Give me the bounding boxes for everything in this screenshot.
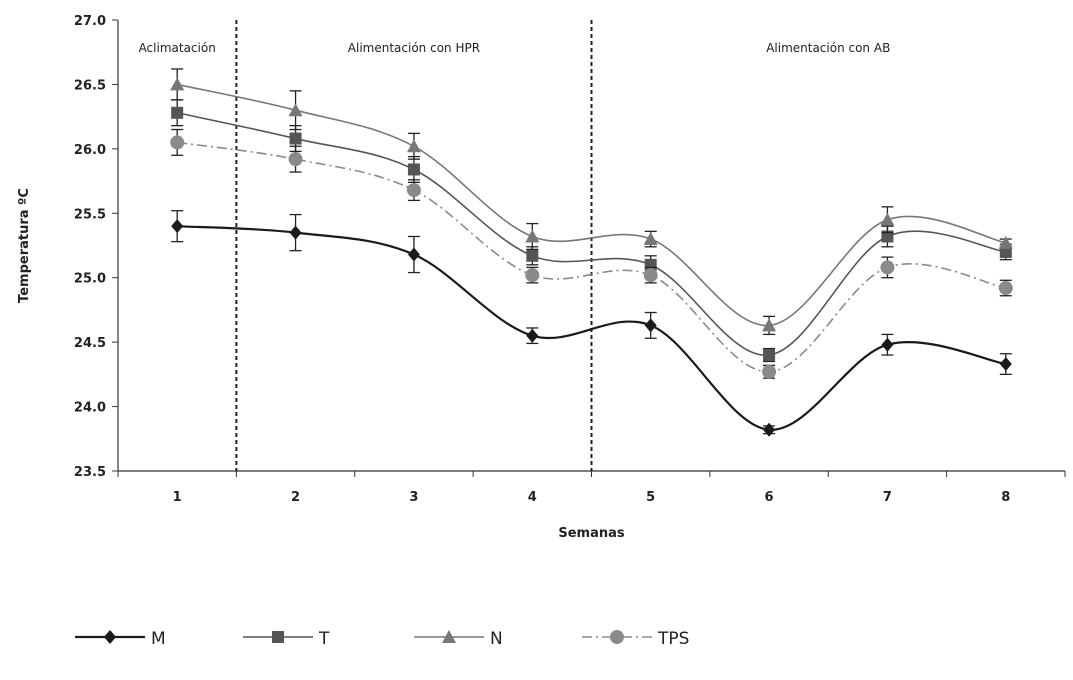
x-axis-title: Semanas [558,526,625,541]
legend-label: T [318,629,330,649]
data-point-t [526,249,539,262]
data-point-m [999,357,1012,372]
y-tick-label: 26.0 [74,143,106,158]
data-point-tps [525,268,540,283]
series-line-t [177,111,1006,356]
legend-marker [610,630,624,644]
region-label: Alimentación con AB [766,41,890,55]
data-point-n [170,77,185,91]
x-tick-label: 3 [409,490,418,505]
data-point-n [643,232,658,246]
y-tick-label: 24.5 [74,336,106,351]
series-n [170,68,1013,336]
data-point-n [998,235,1013,249]
data-point-n [288,103,303,117]
legend-item-n: N [414,629,503,649]
data-point-n [880,212,895,226]
x-tick-label: 2 [291,490,300,505]
y-tick-label: 26.5 [74,78,106,93]
legend-item-tps: TPS [582,629,689,649]
region-labels: Aclimatación Alimentación con HPR Alimenta… [139,20,890,471]
series-line-tps [177,141,1006,373]
x-tick-label: 7 [883,490,892,505]
y-tick-label: 27.0 [74,14,106,29]
data-point-n [762,318,777,332]
data-point-tps [288,152,303,167]
data-point-m [763,422,776,437]
data-point-m [171,219,184,234]
legend-label: N [490,629,503,649]
x-tick-label: 4 [528,490,537,505]
data-point-tps [170,135,185,150]
data-point-t [289,132,302,145]
legend-marker [272,631,284,643]
data-point-m [644,318,657,333]
legend-marker [442,630,456,643]
data-point-m [881,337,894,352]
region-label: Alimentación con HPR [348,41,480,55]
data-point-t [999,245,1012,258]
x-tick-label: 6 [765,490,774,505]
y-tick-label: 25.0 [74,272,106,287]
x-tick-label: 1 [173,490,182,505]
y-tick-label: 24.0 [74,401,106,416]
data-point-t [171,106,184,119]
data-point-tps [643,268,658,283]
y-tick-label: 25.5 [74,207,106,222]
series-m [171,210,1012,437]
region-label: Aclimatación [139,41,216,55]
data-point-t [407,163,420,176]
legend-label: TPS [657,629,689,649]
data-point-t [763,349,776,362]
series-group [170,68,1013,437]
data-point-tps [406,183,421,198]
legend-item-m: M [75,629,166,649]
legend: M T N TPS [75,629,689,649]
data-point-n [525,229,540,243]
axes: 23.5 24.0 24.5 25.0 25.5 26.0 26.5 27.0 1 2 3 4 5 6 7 8 [74,14,1066,505]
x-tick-label: 8 [1001,490,1010,505]
legend-label: M [151,629,166,649]
x-tick-label: 5 [646,490,655,505]
legend-item-t: T [243,629,330,649]
series-line-n [177,83,1006,327]
data-point-tps [880,260,895,275]
data-point-tps [998,281,1013,296]
data-point-t [881,230,894,243]
series-line-m [177,225,1006,431]
data-point-n [406,139,421,153]
data-point-m [289,225,302,240]
data-point-tps [762,364,777,379]
data-point-m [407,247,420,262]
series-tps [170,128,1013,379]
data-point-m [526,328,539,343]
y-tick-label: 23.5 [74,465,106,480]
legend-marker [104,630,116,644]
y-axis-title: Temperatura ºC [17,188,32,303]
